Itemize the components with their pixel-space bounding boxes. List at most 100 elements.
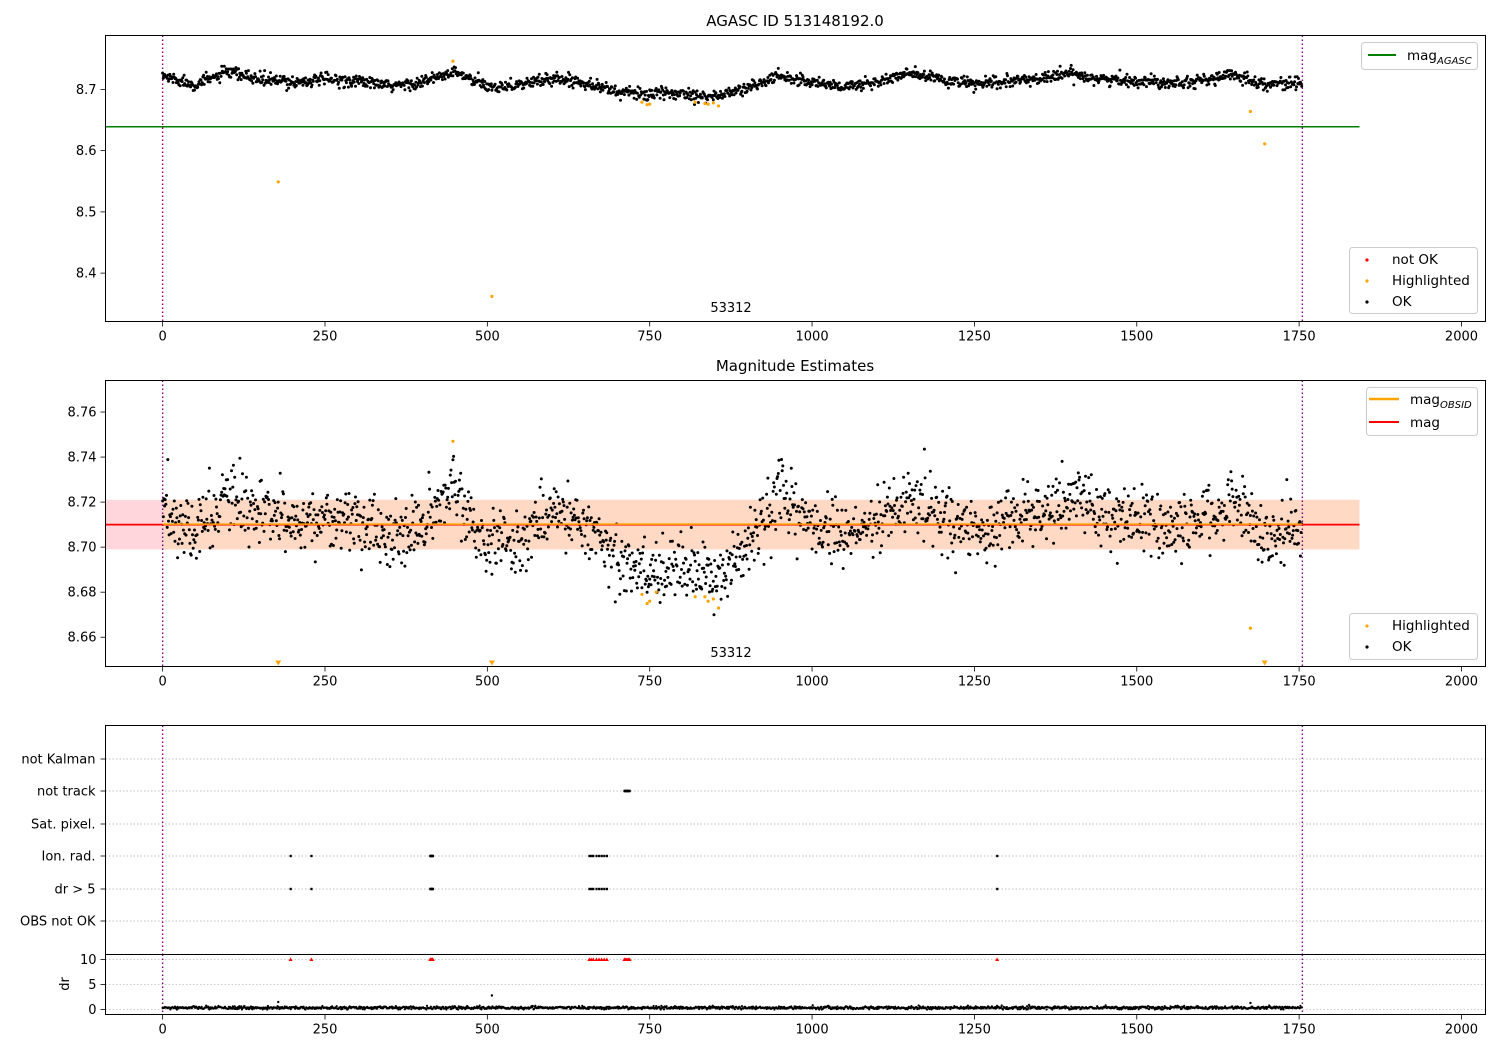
- ok-point: [233, 503, 237, 507]
- x-tick-label: 0: [159, 675, 167, 690]
- legend-label-ok: OK: [1392, 294, 1413, 310]
- ok-point: [918, 488, 922, 492]
- ok-point: [612, 543, 616, 547]
- ok-point: [489, 82, 493, 86]
- ok-point: [956, 77, 959, 81]
- ok-point: [652, 96, 656, 100]
- ok-point: [520, 537, 524, 541]
- dr-point: [517, 1008, 520, 1011]
- ok-point: [205, 517, 209, 521]
- ok-point: [446, 495, 450, 499]
- ok-point: [1217, 71, 1221, 74]
- ok-point: [255, 80, 259, 84]
- ok-point: [605, 531, 609, 535]
- ok-point: [416, 541, 420, 545]
- dr-point: [425, 1008, 428, 1011]
- ok-point: [176, 556, 180, 560]
- ok-point: [1107, 510, 1111, 514]
- ok-point: [463, 538, 467, 541]
- ok-point: [215, 505, 218, 509]
- ok-point: [848, 85, 852, 89]
- ok-point: [1188, 515, 1192, 519]
- ok-point: [878, 551, 882, 555]
- ok-point: [660, 582, 664, 586]
- ok-point: [487, 551, 491, 555]
- ok-point: [1211, 78, 1215, 82]
- ok-point: [524, 539, 528, 542]
- ok-point: [1046, 70, 1050, 74]
- ok-point: [378, 560, 382, 564]
- ok-point: [867, 517, 871, 521]
- ok-point: [478, 528, 482, 532]
- ok-point: [187, 528, 191, 532]
- ok-point: [525, 76, 529, 80]
- ok-point: [515, 509, 519, 513]
- ok-point: [1124, 76, 1128, 79]
- ok-point: [209, 514, 213, 517]
- ok-point: [1284, 83, 1287, 87]
- ok-point: [811, 531, 815, 535]
- ok-point: [1237, 503, 1241, 507]
- ok-point: [730, 578, 733, 582]
- ok-point: [813, 504, 817, 508]
- ok-point: [965, 505, 969, 509]
- ok-point: [1221, 73, 1225, 77]
- ok-point: [480, 80, 484, 84]
- ok-point: [882, 480, 886, 484]
- ok-point: [853, 529, 857, 533]
- ok-point: [576, 76, 580, 80]
- ok-point: [400, 518, 404, 522]
- ok-point: [751, 539, 755, 543]
- ok-point: [999, 499, 1003, 503]
- ok-point: [1226, 478, 1230, 482]
- ok-point: [253, 508, 257, 512]
- ok-point: [651, 553, 655, 557]
- ok-point: [390, 90, 394, 94]
- ok-point: [619, 577, 622, 581]
- ok-point: [719, 89, 722, 93]
- flag-label: OBS not OK: [20, 915, 96, 930]
- ok-point: [311, 518, 315, 522]
- ok-point: [978, 540, 982, 544]
- ok-point: [1285, 478, 1289, 482]
- ok-point: [532, 81, 536, 85]
- ok-point: [174, 506, 178, 510]
- ok-point: [922, 447, 926, 451]
- ok-point: [657, 588, 661, 592]
- ok-point: [678, 575, 682, 579]
- flag-point: [595, 887, 598, 891]
- ok-point: [541, 516, 545, 520]
- dr-point: [341, 1007, 344, 1011]
- ok-point: [678, 94, 682, 98]
- ok-point: [269, 71, 272, 75]
- ok-point: [201, 495, 205, 499]
- ok-point: [846, 544, 850, 548]
- dr-point: [335, 1005, 338, 1008]
- ok-point: [1045, 496, 1049, 500]
- ok-point: [1052, 541, 1056, 545]
- ok-point: [240, 497, 244, 501]
- ok-point: [508, 535, 512, 539]
- ok-point: [1174, 83, 1178, 87]
- ok-point: [1030, 503, 1034, 507]
- ok-point: [1002, 521, 1006, 524]
- ok-point: [890, 506, 894, 510]
- ok-point: [707, 557, 711, 561]
- ok-point: [267, 502, 271, 506]
- ok-point: [1128, 76, 1132, 79]
- ok-point: [936, 75, 940, 79]
- ok-point: [1282, 541, 1285, 545]
- y-tick-label: 8.66: [68, 631, 97, 646]
- ok-point: [1126, 494, 1130, 498]
- ok-point: [191, 546, 195, 550]
- ok-point: [795, 509, 798, 513]
- ok-point: [659, 577, 663, 580]
- ok-point: [1065, 506, 1069, 510]
- ok-point: [611, 554, 615, 558]
- ok-point: [164, 502, 168, 506]
- ok-point: [1293, 542, 1297, 546]
- flag-point: [588, 854, 591, 858]
- ok-point: [1293, 80, 1297, 84]
- ok-point: [1278, 533, 1282, 536]
- ok-point: [683, 582, 687, 586]
